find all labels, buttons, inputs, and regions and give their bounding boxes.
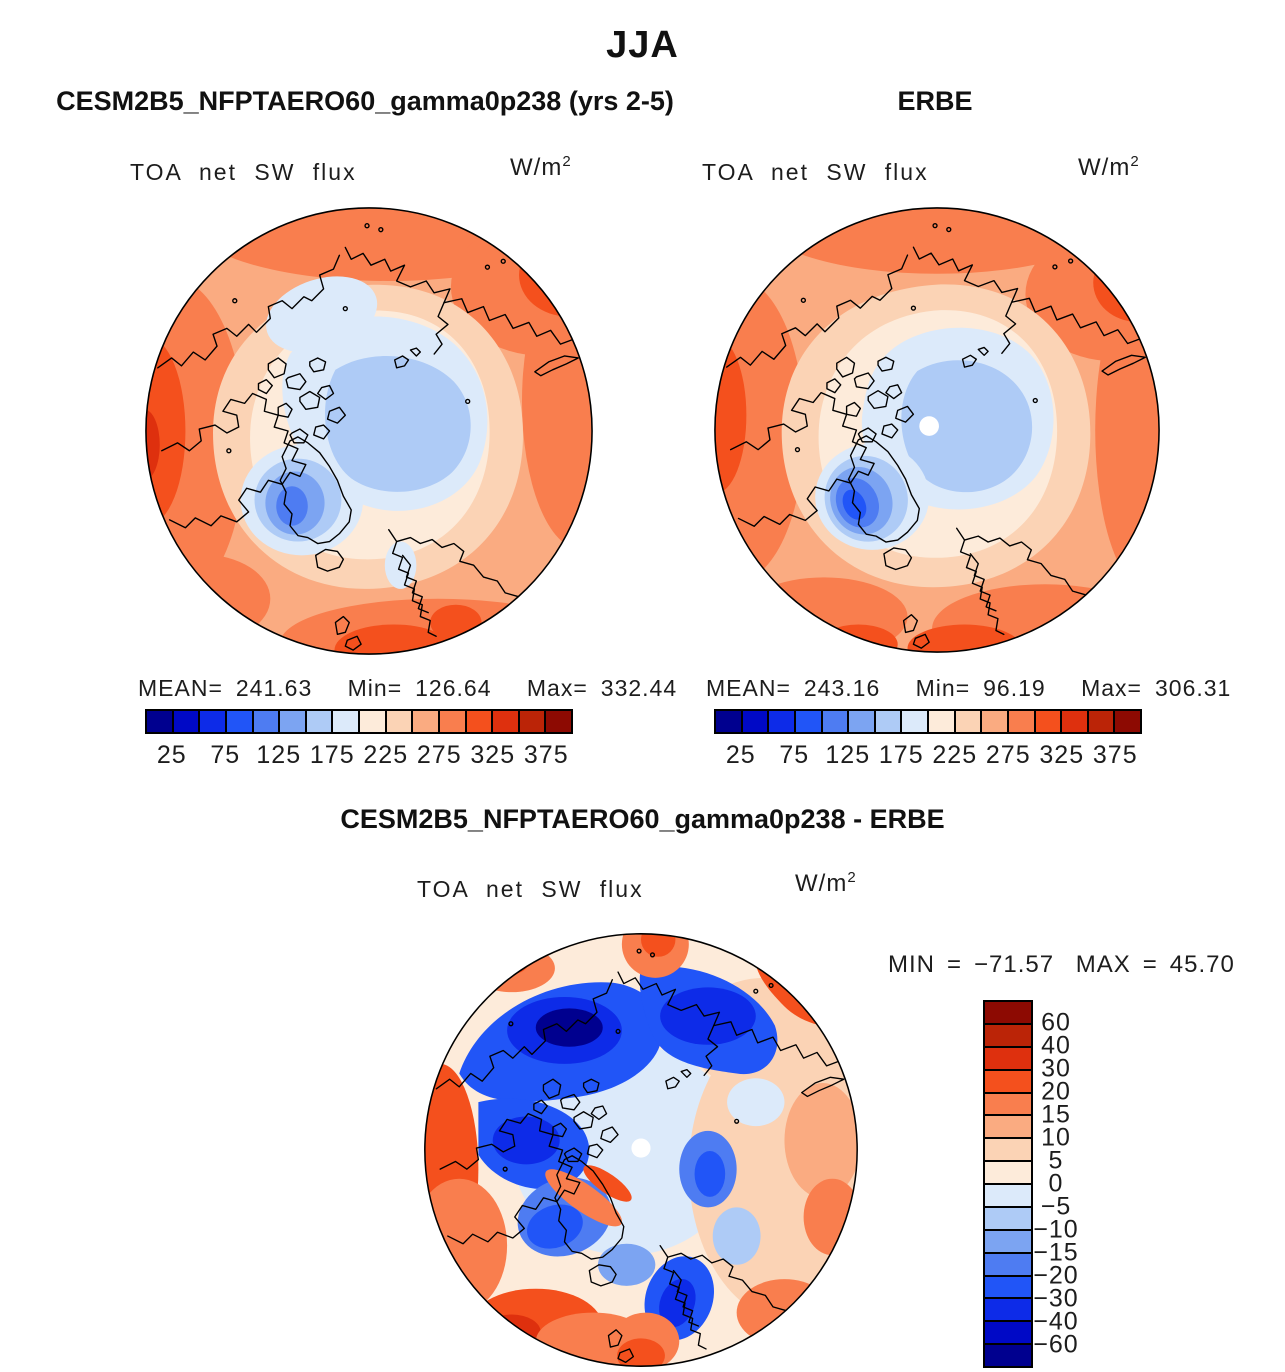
colorbar-ticks-model: 25 75 125 175 225 275 325 375 bbox=[156, 741, 569, 769]
max-value: 45.70 bbox=[1169, 951, 1235, 978]
units-exponent: 2 bbox=[562, 153, 572, 170]
max-label: MAX bbox=[1075, 951, 1131, 978]
colorbar-ticks-erbe: 25 75 125 175 225 275 325 375 bbox=[725, 741, 1138, 769]
field-label-diff: TOA net SW flux bbox=[417, 876, 644, 902]
contour-fills bbox=[714, 207, 1160, 653]
panel-title-erbe: ERBE bbox=[897, 86, 973, 116]
max-label: Max= bbox=[1081, 675, 1142, 701]
map-boundary-circle bbox=[714, 207, 1160, 653]
max-value: 306.31 bbox=[1154, 675, 1232, 701]
contour-fills bbox=[145, 207, 593, 655]
units-text: W/m bbox=[510, 154, 563, 181]
map-boundary-circle bbox=[424, 933, 858, 1367]
stats-line-erbe: MEAN= 243.16 Min= 96.19 Max= 306.31 bbox=[706, 675, 1231, 702]
min-label: MIN bbox=[888, 951, 935, 978]
min-label: Min= bbox=[347, 675, 403, 701]
colorbar-diff bbox=[983, 1000, 1033, 1368]
mean-value: 243.16 bbox=[803, 675, 881, 701]
pole-missing-data-dot bbox=[919, 416, 939, 436]
mean-label: MEAN= bbox=[138, 675, 223, 701]
field-label-erbe: TOA net SW flux bbox=[702, 159, 929, 185]
colorbar-model bbox=[145, 709, 573, 734]
stats-line-model: MEAN= 241.63 Min= 126.64 Max= 332.44 bbox=[138, 675, 677, 702]
units-label-diff: W/m2 bbox=[795, 869, 857, 898]
min-label: Min= bbox=[915, 675, 971, 701]
stats-line-diff: MIN = −71.57 MAX = 45.70 bbox=[888, 951, 1235, 979]
panel-title-model: CESM2B5_NFPTAERO60_gamma0p238 (yrs 2-5) bbox=[56, 86, 674, 116]
units-exponent: 2 bbox=[847, 869, 857, 886]
min-value: −71.57 bbox=[974, 951, 1055, 978]
figure-season-title: JJA bbox=[606, 24, 679, 66]
max-equals: = bbox=[1142, 951, 1158, 978]
units-text: W/m bbox=[795, 870, 848, 897]
min-value: 96.19 bbox=[983, 675, 1046, 701]
panel-title-diff: CESM2B5_NFPTAERO60_gamma0p238 - ERBE bbox=[340, 804, 945, 834]
min-equals: = bbox=[947, 951, 963, 978]
units-label-model: W/m2 bbox=[510, 153, 572, 182]
map-model bbox=[145, 207, 593, 655]
map-erbe bbox=[714, 207, 1160, 653]
field-label-model: TOA net SW flux bbox=[130, 159, 357, 185]
mean-label: MEAN= bbox=[706, 675, 791, 701]
min-value: 126.64 bbox=[415, 675, 492, 701]
colorbar-erbe bbox=[714, 709, 1142, 734]
map-diff bbox=[424, 933, 858, 1367]
pole-missing-data-dot bbox=[631, 1138, 651, 1158]
units-exponent: 2 bbox=[1130, 153, 1140, 170]
units-label-erbe: W/m2 bbox=[1078, 153, 1140, 182]
mean-value: 241.63 bbox=[235, 675, 313, 701]
map-boundary-circle bbox=[145, 207, 593, 655]
max-value: 332.44 bbox=[600, 675, 678, 701]
units-text: W/m bbox=[1078, 154, 1131, 181]
colorbar-ticks-diff: 60 40 30 20 15 10 5 0 −5 −10 −15 −20 −30 −40 −60 bbox=[1033, 1008, 1079, 1359]
contour-fills bbox=[424, 933, 858, 1367]
max-label: Max= bbox=[526, 675, 588, 701]
